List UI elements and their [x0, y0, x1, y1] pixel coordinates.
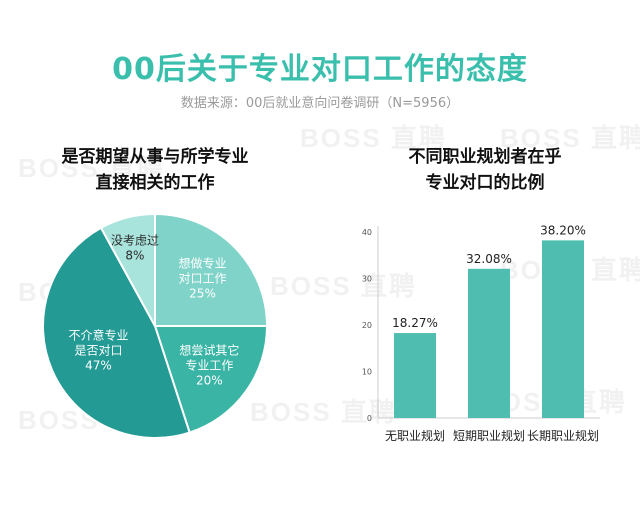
pie-slice	[42, 226, 191, 439]
pie-title-line: 是否期望从事与所学专业	[61, 147, 249, 167]
pie-slice-label: 想尝试其它	[179, 342, 239, 357]
pie-title-line: 直接相关的工作	[95, 173, 215, 193]
watermark: BOSS 直聘	[250, 397, 397, 427]
x-category-label: 无职业规划	[385, 428, 445, 443]
pie-slice-label: 不介意专业	[68, 327, 128, 342]
pie-slice	[153, 325, 269, 434]
pie-slice-value: 8%	[125, 248, 144, 262]
pie-slice-value: 47%	[85, 358, 112, 372]
watermark: BOSS 直聘	[18, 153, 165, 183]
bar-title-line: 不同职业规划者在乎	[408, 147, 562, 167]
watermark: BOSS 直聘	[270, 271, 417, 301]
pie-slice-label: 没考虑过	[111, 232, 159, 247]
pie-slice-label: 想做专业	[179, 255, 227, 270]
pie-slice	[154, 212, 269, 327]
y-tick-label: 0	[367, 414, 372, 423]
pie-slice-value: 20%	[196, 373, 223, 387]
bar-chart-title: 不同职业规划者在乎 专业对口的比例	[360, 144, 610, 196]
page-title: 00后关于专业对口工作的态度	[112, 52, 528, 87]
bar-value-label: 38.20%	[540, 223, 586, 237]
bar-title-line: 专业对口的比例	[425, 173, 545, 193]
bar	[394, 333, 436, 418]
x-category-label: 短期职业规划	[453, 428, 525, 443]
watermark: BOSS 直聘	[300, 123, 447, 153]
bar-value-label: 18.27%	[392, 316, 438, 330]
x-category-label: 长期职业规划	[527, 428, 599, 443]
bar	[542, 240, 584, 418]
pie-slice	[99, 212, 156, 327]
y-tick-label: 10	[362, 368, 372, 377]
y-tick-label: 40	[362, 228, 372, 237]
data-source-subtitle: 数据来源：00后就业意向问卷调研（N=5956）	[180, 96, 460, 111]
bar	[468, 268, 510, 418]
pie-chart-title: 是否期望从事与所学专业 直接相关的工作	[30, 144, 280, 196]
y-tick-label: 20	[362, 321, 372, 330]
bar-value-label: 32.08%	[466, 252, 512, 266]
pie-slice-label: 是否对口	[74, 343, 122, 357]
watermark: BOSS 直聘	[500, 123, 640, 153]
y-tick-label: 30	[362, 275, 372, 284]
pie-slice-label: 对口工作	[179, 271, 227, 285]
pie-slice-label: 专业工作	[185, 357, 233, 372]
pie-slice-value: 25%	[189, 286, 216, 300]
